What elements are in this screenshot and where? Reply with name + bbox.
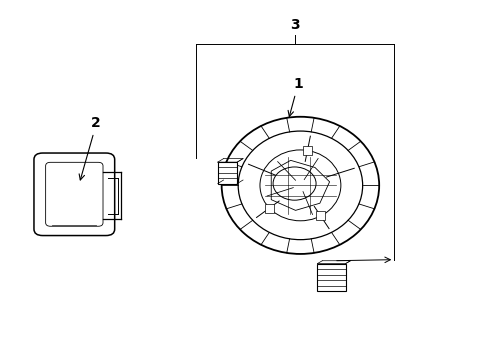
FancyBboxPatch shape [316, 211, 325, 220]
Text: 2: 2 [91, 116, 101, 130]
FancyBboxPatch shape [34, 153, 115, 235]
Text: 3: 3 [290, 18, 299, 32]
Polygon shape [217, 162, 237, 184]
Ellipse shape [221, 117, 378, 254]
Ellipse shape [272, 167, 315, 200]
Polygon shape [317, 264, 345, 292]
Text: 1: 1 [292, 77, 302, 91]
Ellipse shape [238, 131, 362, 240]
Ellipse shape [260, 150, 340, 221]
FancyBboxPatch shape [303, 146, 311, 155]
FancyBboxPatch shape [264, 203, 273, 212]
